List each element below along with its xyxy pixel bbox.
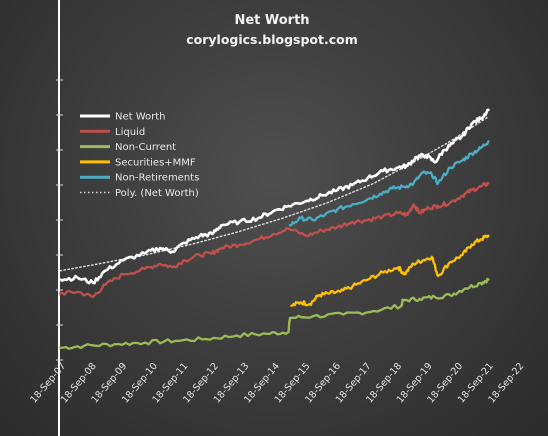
left-border-line	[58, 0, 60, 436]
plot-area	[58, 108, 490, 350]
legend-label-net-worth: Net Worth	[115, 112, 166, 123]
series-line-securities-mmf	[290, 234, 490, 307]
series-line-net-worth	[58, 108, 490, 285]
series-line-non-retirements	[288, 140, 490, 227]
legend-label-poly-net-worth: Poly. (Net Worth)	[115, 188, 199, 199]
series-line-non-current	[58, 277, 490, 350]
x-axis-labels: 18-Sep-0718-Sep-0818-Sep-0918-Sep-1018-S…	[28, 361, 526, 406]
legend: Net Worth Liquid Non-Current Securities+MMF…	[80, 112, 199, 199]
legend-label-non-retirements: Non-Retirements	[115, 173, 199, 184]
y-axis-ticks	[56, 79, 63, 361]
legend-label-non-current: Non-Current	[115, 142, 176, 153]
legend-label-securities-mmf: Securities+MMF	[115, 157, 196, 168]
chart-title: Net Worth	[234, 13, 309, 28]
chart-subtitle: corylogics.blogspot.com	[186, 32, 358, 47]
series-line-liquid	[58, 181, 490, 299]
series-line-poly-net-worth	[59, 116, 490, 272]
legend-label-liquid: Liquid	[115, 127, 145, 138]
